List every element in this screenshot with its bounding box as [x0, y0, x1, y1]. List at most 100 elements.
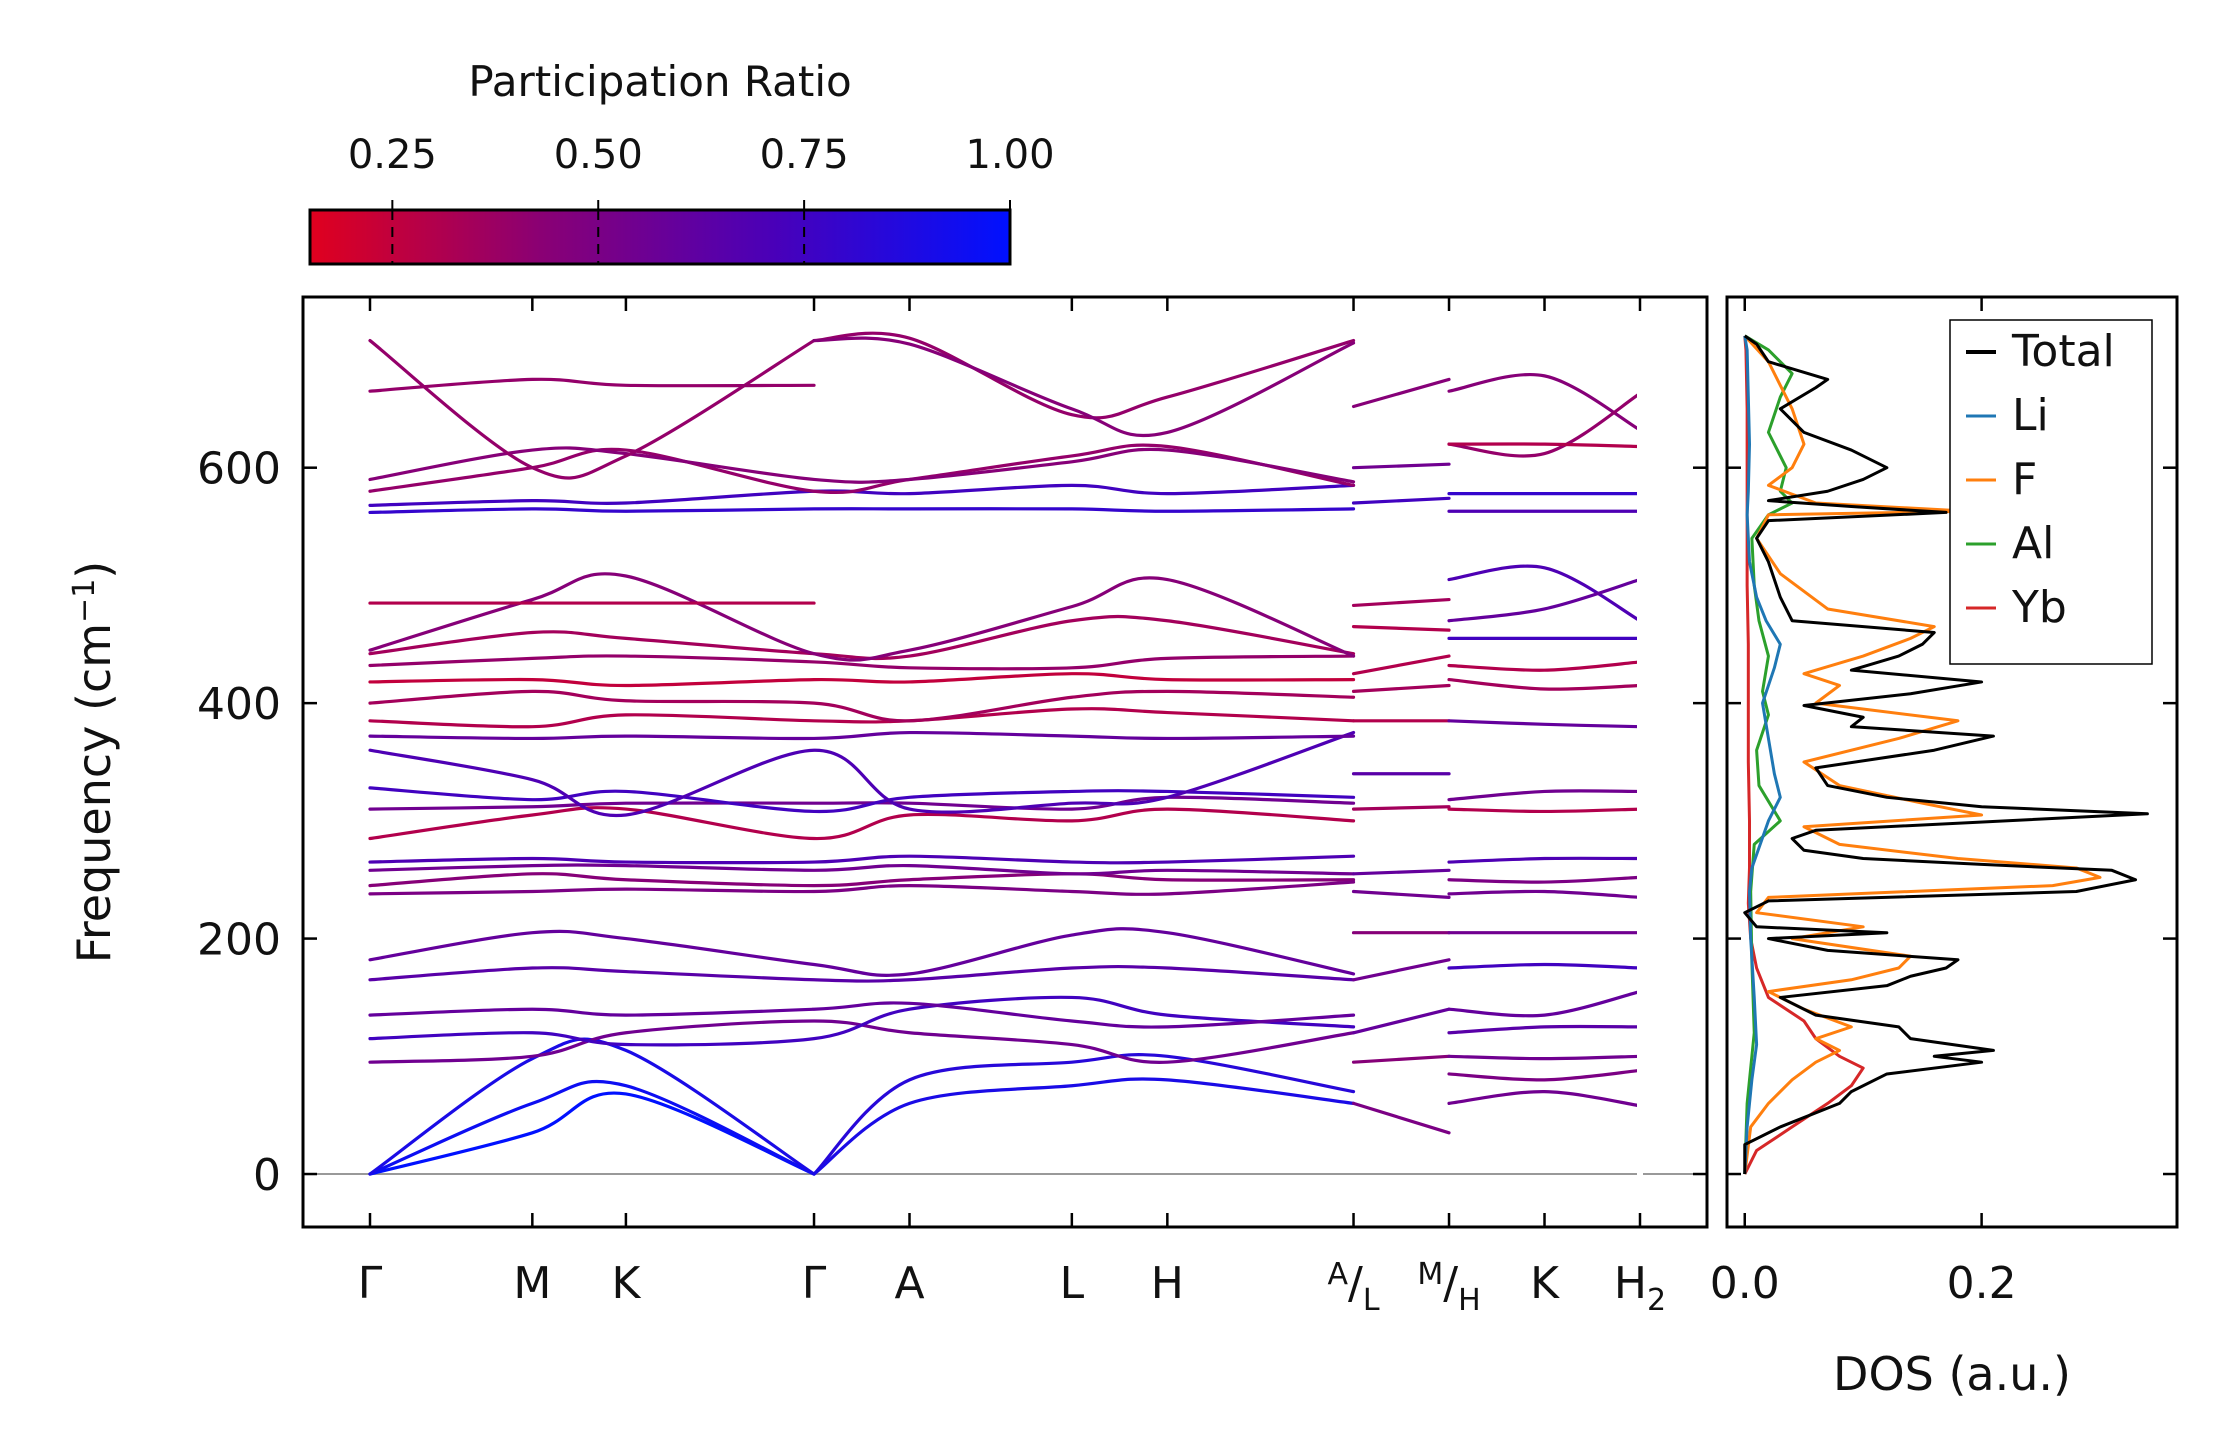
band-AL-MH-2	[1351, 462, 1451, 470]
k-point-label: M/H	[1417, 1257, 1480, 1318]
band-band-258	[368, 863, 1356, 876]
legend-label-total: Total	[2011, 326, 2115, 377]
band-band-570	[368, 483, 1356, 507]
dos-series-yb	[1743, 335, 1865, 1175]
band-axes-frame	[301, 295, 1709, 1229]
band-MH-H2-23	[1447, 1090, 1642, 1108]
dos-x-tick-label: 0.0	[1710, 1258, 1780, 1309]
band-MH-H2-19	[1447, 989, 1642, 1018]
band-band-582	[368, 443, 1356, 495]
band-band-418	[368, 672, 1356, 688]
band-AL-MH-12	[1351, 889, 1451, 899]
colorbar-tick-label: 1.00	[965, 132, 1054, 178]
band-AL-MH-7	[1351, 683, 1451, 693]
legend-box	[1949, 319, 2153, 665]
band-band-370	[368, 730, 1356, 741]
band-MH-H2-2	[1447, 391, 1642, 458]
band-MH-H2-10	[1447, 677, 1642, 691]
k-point-label: H2	[1614, 1258, 1666, 1318]
y-tick-label: 0	[253, 1150, 281, 1201]
band-band-top-gm	[368, 338, 816, 480]
y-tick-label: 600	[197, 444, 281, 495]
band-AL-MH-15	[1351, 1007, 1451, 1035]
band-MH-H2-22	[1447, 1068, 1642, 1082]
band-AL-MH-4	[1351, 597, 1451, 608]
dos-x-tick-label: 0.2	[1947, 1258, 2017, 1309]
legend-label-f: F	[2012, 454, 2037, 505]
band-MH-H2-14	[1447, 856, 1642, 864]
band-MH-H2-13	[1447, 807, 1642, 814]
band-MH-H2-20	[1447, 1024, 1642, 1035]
band-band-top2-path2	[812, 336, 1356, 438]
band-AL-MH-3	[1351, 496, 1451, 505]
band-structure-panel: Γ M K Γ A L H A/L M/H K H2 0 200 400 600 Frequency (c…	[67, 295, 1709, 1318]
band-AL-MH-10	[1351, 805, 1451, 811]
colorbar: Participation Ratio 0.25 0.50 0.75 1.00	[308, 57, 1055, 266]
band-acoustic-2	[368, 1079, 816, 1176]
band-band-250a	[368, 872, 1356, 888]
band-band-400	[368, 689, 1356, 723]
k-point-label: Γ	[358, 1258, 383, 1309]
band-MH-H2-21	[1447, 1054, 1642, 1061]
dos-series-total	[1743, 334, 2149, 1175]
band-band-385	[368, 707, 1356, 729]
band-low-opt-3	[368, 1001, 1356, 1029]
band-band-300	[368, 806, 1356, 841]
band-band-562	[368, 507, 1356, 515]
colorbar-tick-label: 0.25	[348, 132, 437, 178]
band-MH-H2-6	[1447, 564, 1642, 623]
band-AL-MH-14	[1351, 958, 1451, 982]
colorbar-gradient	[308, 208, 1012, 266]
dos-series-li	[1743, 335, 1782, 1175]
k-point-label: H	[1151, 1258, 1184, 1309]
k-point-label: K	[1530, 1258, 1560, 1309]
band-AL-MH-1	[1351, 377, 1451, 409]
k-point-label: K	[611, 1258, 641, 1309]
k-point-label: A/L	[1327, 1257, 1379, 1318]
band-band-268	[368, 854, 1356, 865]
legend-label-al: Al	[2012, 518, 2054, 569]
dos-legend: Total Li F Al Yb	[1949, 319, 2153, 665]
y-tick-label: 400	[197, 679, 281, 730]
band-acoustic-1	[368, 1091, 816, 1176]
band-low-opt-2	[368, 995, 1356, 1047]
band-MH-H2-16	[1447, 889, 1642, 899]
band-band-238	[368, 880, 1356, 896]
band-band-465	[368, 572, 1356, 662]
dos-x-axis-title: DOS (a.u.)	[1833, 1347, 2071, 1401]
band-band-442	[368, 614, 1356, 661]
band-MH-H2-1	[1447, 373, 1642, 432]
dos-panel: 0.0 0.2 DOS (a.u.) Total Li F Al Yb	[1710, 295, 2179, 1401]
band-AL-MH-16	[1351, 1054, 1451, 1064]
k-point-label: Γ	[802, 1258, 827, 1309]
band-band-328	[368, 786, 1356, 814]
band-AL-MH-5	[1351, 625, 1451, 632]
legend-label-yb: Yb	[2011, 582, 2067, 633]
band-band-345	[368, 730, 1356, 818]
colorbar-tick-label: 0.50	[554, 132, 643, 178]
dos-axes-frame	[1725, 295, 2179, 1229]
band-MH-H2-15	[1447, 875, 1642, 884]
band-band-185	[368, 927, 1356, 977]
y-tick-label: 200	[197, 915, 281, 966]
y-axis-title: Frequency (cm−1)	[67, 561, 121, 964]
colorbar-title: Participation Ratio	[468, 57, 851, 106]
band-AL-MH-17	[1351, 1101, 1451, 1135]
colorbar-tick-label: 0.75	[760, 132, 849, 178]
band-MH-H2-7	[1447, 577, 1642, 623]
band-acoustic-path2	[812, 1053, 1356, 1176]
k-point-label: A	[894, 1258, 924, 1309]
k-point-label: M	[513, 1258, 551, 1309]
band-AL-MH-6	[1351, 654, 1451, 676]
band-band-592	[368, 446, 1356, 484]
band-MH-H2-9	[1447, 660, 1642, 672]
band-band-top-path2	[812, 331, 1356, 420]
band-MH-H2-11	[1447, 719, 1642, 729]
band-MH-H2-3	[1447, 442, 1642, 449]
band-low-opt-1	[368, 1019, 1356, 1064]
band-acoustic-path2b	[812, 1077, 1356, 1176]
band-MH-H2-18	[1447, 962, 1642, 970]
k-point-label: L	[1060, 1258, 1085, 1309]
band-band-432	[368, 654, 1356, 671]
